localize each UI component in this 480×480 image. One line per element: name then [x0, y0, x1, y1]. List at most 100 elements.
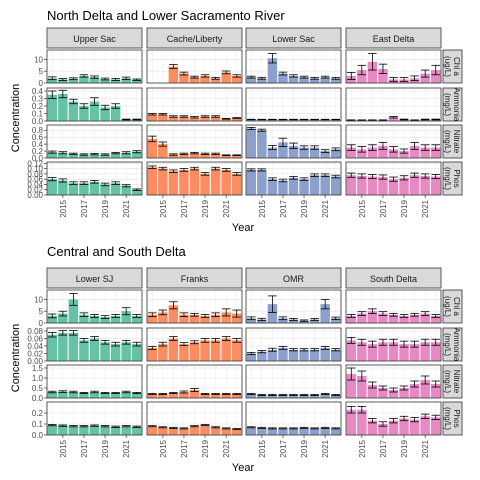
row-strip-label-line: (mg/L)	[443, 333, 452, 356]
bar	[367, 420, 378, 435]
bar	[168, 171, 179, 195]
panel-lower-sac-chl-a	[245, 49, 342, 84]
panel-border	[345, 364, 442, 399]
bar	[299, 179, 309, 195]
bar	[388, 179, 399, 195]
bar	[288, 75, 299, 83]
bar	[210, 78, 221, 83]
bar	[68, 183, 79, 195]
y-tick-label: 0.5	[32, 384, 44, 393]
bar	[47, 152, 58, 158]
y-tick-label: 0.2	[32, 102, 44, 111]
bar	[299, 147, 309, 158]
row-strip-label-line: Chl a	[452, 57, 461, 76]
bar	[68, 299, 79, 323]
y-tick-label: 0.3	[32, 95, 44, 104]
panel-cache-liberty-chl-a	[146, 49, 243, 84]
panel-south-delta-chl-a	[345, 289, 442, 324]
bar	[231, 118, 242, 121]
panel-lower-sj-phos	[46, 401, 143, 436]
bar	[58, 152, 68, 158]
x-tick-label: 2019	[201, 439, 210, 457]
bar	[246, 394, 257, 398]
y-tick-label: 0.02	[27, 186, 43, 195]
bar	[47, 392, 58, 398]
bar	[278, 347, 288, 361]
y-tick-label: 0.08	[27, 327, 43, 336]
bar	[246, 77, 257, 83]
bar	[267, 119, 278, 121]
y-tick-label: 10	[34, 295, 43, 304]
bar	[58, 313, 68, 323]
bar	[110, 344, 121, 361]
bar	[100, 154, 110, 158]
bar	[246, 169, 257, 195]
bar	[79, 393, 89, 398]
panel-border	[345, 87, 442, 122]
bar	[221, 118, 231, 121]
bar	[89, 338, 100, 361]
bar	[246, 128, 257, 158]
row-strip-chl-a-bg	[442, 289, 463, 324]
bar	[388, 420, 399, 435]
row-strip-label-line: Chl a	[452, 297, 461, 316]
y-tick-label: 0.4	[32, 140, 44, 149]
bar	[378, 68, 388, 83]
bar	[246, 353, 257, 361]
bar	[430, 176, 441, 195]
panel-east-delta-ammonia	[345, 87, 442, 122]
bar	[399, 418, 409, 435]
bar	[110, 315, 121, 323]
bar	[131, 426, 142, 435]
bar	[100, 78, 110, 83]
bar	[147, 114, 158, 121]
y-tick-label: 0.0	[32, 154, 44, 163]
row-strip-label-line: (mg/L)	[443, 407, 452, 430]
bar	[330, 176, 341, 195]
bar	[158, 344, 168, 361]
bar	[288, 428, 299, 435]
bar	[221, 312, 231, 323]
bar	[168, 116, 179, 121]
row-strip-phos-label: Phos(mg/L)	[443, 407, 461, 430]
bar	[367, 385, 378, 398]
bar	[89, 101, 100, 121]
x-tick-label: 2017	[279, 439, 288, 457]
y-tick-label: 0	[39, 319, 44, 328]
bar	[288, 177, 299, 195]
bar	[58, 180, 68, 195]
bar	[68, 78, 79, 83]
bar	[110, 153, 121, 158]
y-tick-label: 0.2	[32, 147, 44, 156]
bar	[367, 61, 378, 83]
bar	[221, 428, 231, 435]
bar	[168, 338, 179, 361]
x-tick-label: 2015	[358, 199, 367, 217]
bar	[100, 393, 110, 398]
bar	[267, 428, 278, 435]
bar	[100, 184, 110, 195]
panel-cache-liberty-nitrate	[146, 124, 243, 159]
y-tick-label: 0.1	[32, 110, 44, 119]
bar	[158, 144, 168, 158]
panel-border	[245, 364, 342, 399]
bar	[309, 175, 320, 195]
bar	[68, 426, 79, 435]
panel-border	[245, 124, 342, 159]
strip-cache-liberty-bg	[146, 27, 243, 49]
x-tick-label: 2015	[258, 199, 267, 217]
panel-border	[245, 87, 342, 122]
row-strip-label-line: Ammonia	[452, 88, 461, 122]
y-tick-label: 0.06	[27, 175, 43, 184]
row-strip-label-line: Nitrate	[452, 370, 461, 394]
bar	[189, 426, 200, 435]
bar	[210, 427, 221, 435]
bar	[121, 392, 131, 398]
bar	[200, 340, 210, 361]
panel-lower-sac-ammonia	[245, 87, 342, 122]
strip-omr-bg	[245, 267, 342, 289]
y-axis-title: Concentration	[10, 84, 22, 153]
bar	[357, 70, 367, 83]
bar	[288, 349, 299, 361]
